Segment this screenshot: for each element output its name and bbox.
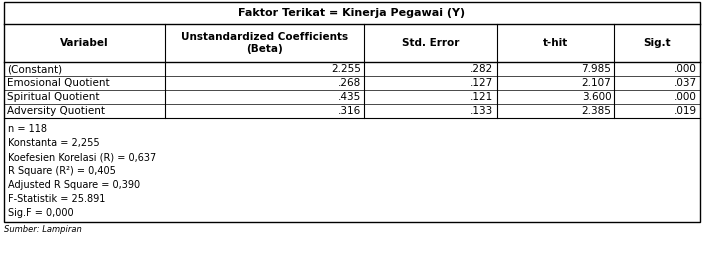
Text: Sig.t: Sig.t <box>643 38 671 48</box>
Text: .121: .121 <box>470 92 494 102</box>
Text: Sumber: Lampiran: Sumber: Lampiran <box>4 225 82 235</box>
Text: .133: .133 <box>470 106 494 116</box>
Text: Faktor Terikat = Kinerja Pegawai (Y): Faktor Terikat = Kinerja Pegawai (Y) <box>239 8 465 18</box>
Text: .000: .000 <box>674 92 697 102</box>
Text: .000: .000 <box>674 64 697 74</box>
Text: .435: .435 <box>338 92 361 102</box>
Text: .037: .037 <box>674 78 697 88</box>
Text: 2.107: 2.107 <box>582 78 611 88</box>
Text: Variabel: Variabel <box>60 38 108 48</box>
Text: n = 118: n = 118 <box>8 124 47 134</box>
Text: Adversity Quotient: Adversity Quotient <box>7 106 105 116</box>
Text: 2.385: 2.385 <box>582 106 611 116</box>
Text: t-hit: t-hit <box>543 38 568 48</box>
Text: Koefesien Korelasi (R) = 0,637: Koefesien Korelasi (R) = 0,637 <box>8 152 156 162</box>
Text: Unstandardized Coefficients
(Beta): Unstandardized Coefficients (Beta) <box>181 32 348 54</box>
Text: (Constant): (Constant) <box>7 64 62 74</box>
Text: Konstanta = 2,255: Konstanta = 2,255 <box>8 138 100 148</box>
Text: F-Statistik = 25.891: F-Statistik = 25.891 <box>8 194 106 204</box>
Text: Emosional Quotient: Emosional Quotient <box>7 78 110 88</box>
Text: Adjusted R Square = 0,390: Adjusted R Square = 0,390 <box>8 180 140 190</box>
Text: R Square (R²) = 0,405: R Square (R²) = 0,405 <box>8 166 116 176</box>
Text: .019: .019 <box>674 106 697 116</box>
Text: .282: .282 <box>470 64 494 74</box>
Text: 7.985: 7.985 <box>582 64 611 74</box>
Text: 2.255: 2.255 <box>332 64 361 74</box>
Text: Sig.F = 0,000: Sig.F = 0,000 <box>8 208 74 218</box>
Bar <box>4 2 700 222</box>
Text: .268: .268 <box>338 78 361 88</box>
Text: Std. Error: Std. Error <box>402 38 459 48</box>
Text: .316: .316 <box>338 106 361 116</box>
Text: Spiritual Quotient: Spiritual Quotient <box>7 92 99 102</box>
Text: .127: .127 <box>470 78 494 88</box>
Text: 3.600: 3.600 <box>582 92 611 102</box>
